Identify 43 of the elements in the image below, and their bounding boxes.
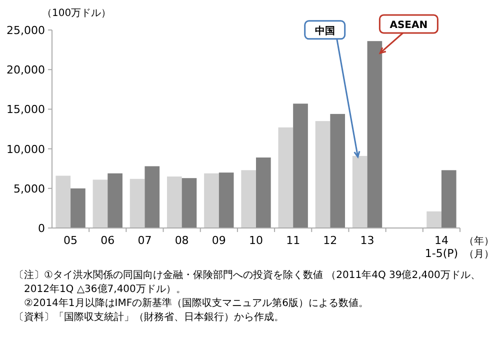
x-tick-label: 07 [138,234,152,247]
bar [426,211,442,228]
y-tick-label: 25,000 [6,24,45,37]
bar [352,156,368,228]
x-tick-label: 12 [323,234,338,247]
bar [144,166,160,228]
y-tick-label: 5,000 [14,182,45,196]
series-label: ASEAN [390,20,428,31]
text: ②2014年1月以降はIMFの新基準（国際収支マニュアル第6版）による数値。 [14,297,368,309]
bar [130,178,145,228]
y-tick-label: 15,000 [6,103,45,116]
bar [278,127,294,228]
x-tick-label: 09 [212,234,226,247]
bar [56,176,71,228]
x-axis-title: （年）（月） [464,235,494,260]
bar [330,114,346,228]
text: 〔資料〕「国際収支統計」（財務省、日本銀行）から作成。 [14,311,284,323]
bar [70,188,86,228]
x-tick-label: 05 [64,234,78,247]
x-tick-label: 11 [286,234,300,247]
bar [92,180,108,228]
x-tick-label: 08 [174,234,189,247]
y-axis-title: （100万ドル） [42,8,112,19]
bar [218,172,234,228]
y-tick-label: 0 [38,222,45,235]
bar [441,170,456,228]
text: 中国 [314,24,335,37]
bar [315,121,330,228]
bar [204,173,219,228]
y-tick-label: 10,000 [6,142,45,156]
x-tick-label: 14 1-5(P) [424,234,458,260]
x-tick-label: 13 [360,234,374,247]
bar [367,41,382,228]
bar [256,158,271,228]
bar [182,178,197,228]
bar [166,176,182,228]
bar [108,173,122,228]
y-tick-label: 20,000 [6,64,45,77]
bar [241,170,256,228]
x-tick-label: 10 [249,234,263,247]
text: 〔注〕①タイ洪水関係の同国向け金融・保険部門への投資を除く数値 （2011年4Q 39億2,400万ドル、2012年1Q △36億7,400万ドル）。 [14,269,480,295]
x-tick-label: 06 [100,234,115,247]
bar [293,104,308,228]
